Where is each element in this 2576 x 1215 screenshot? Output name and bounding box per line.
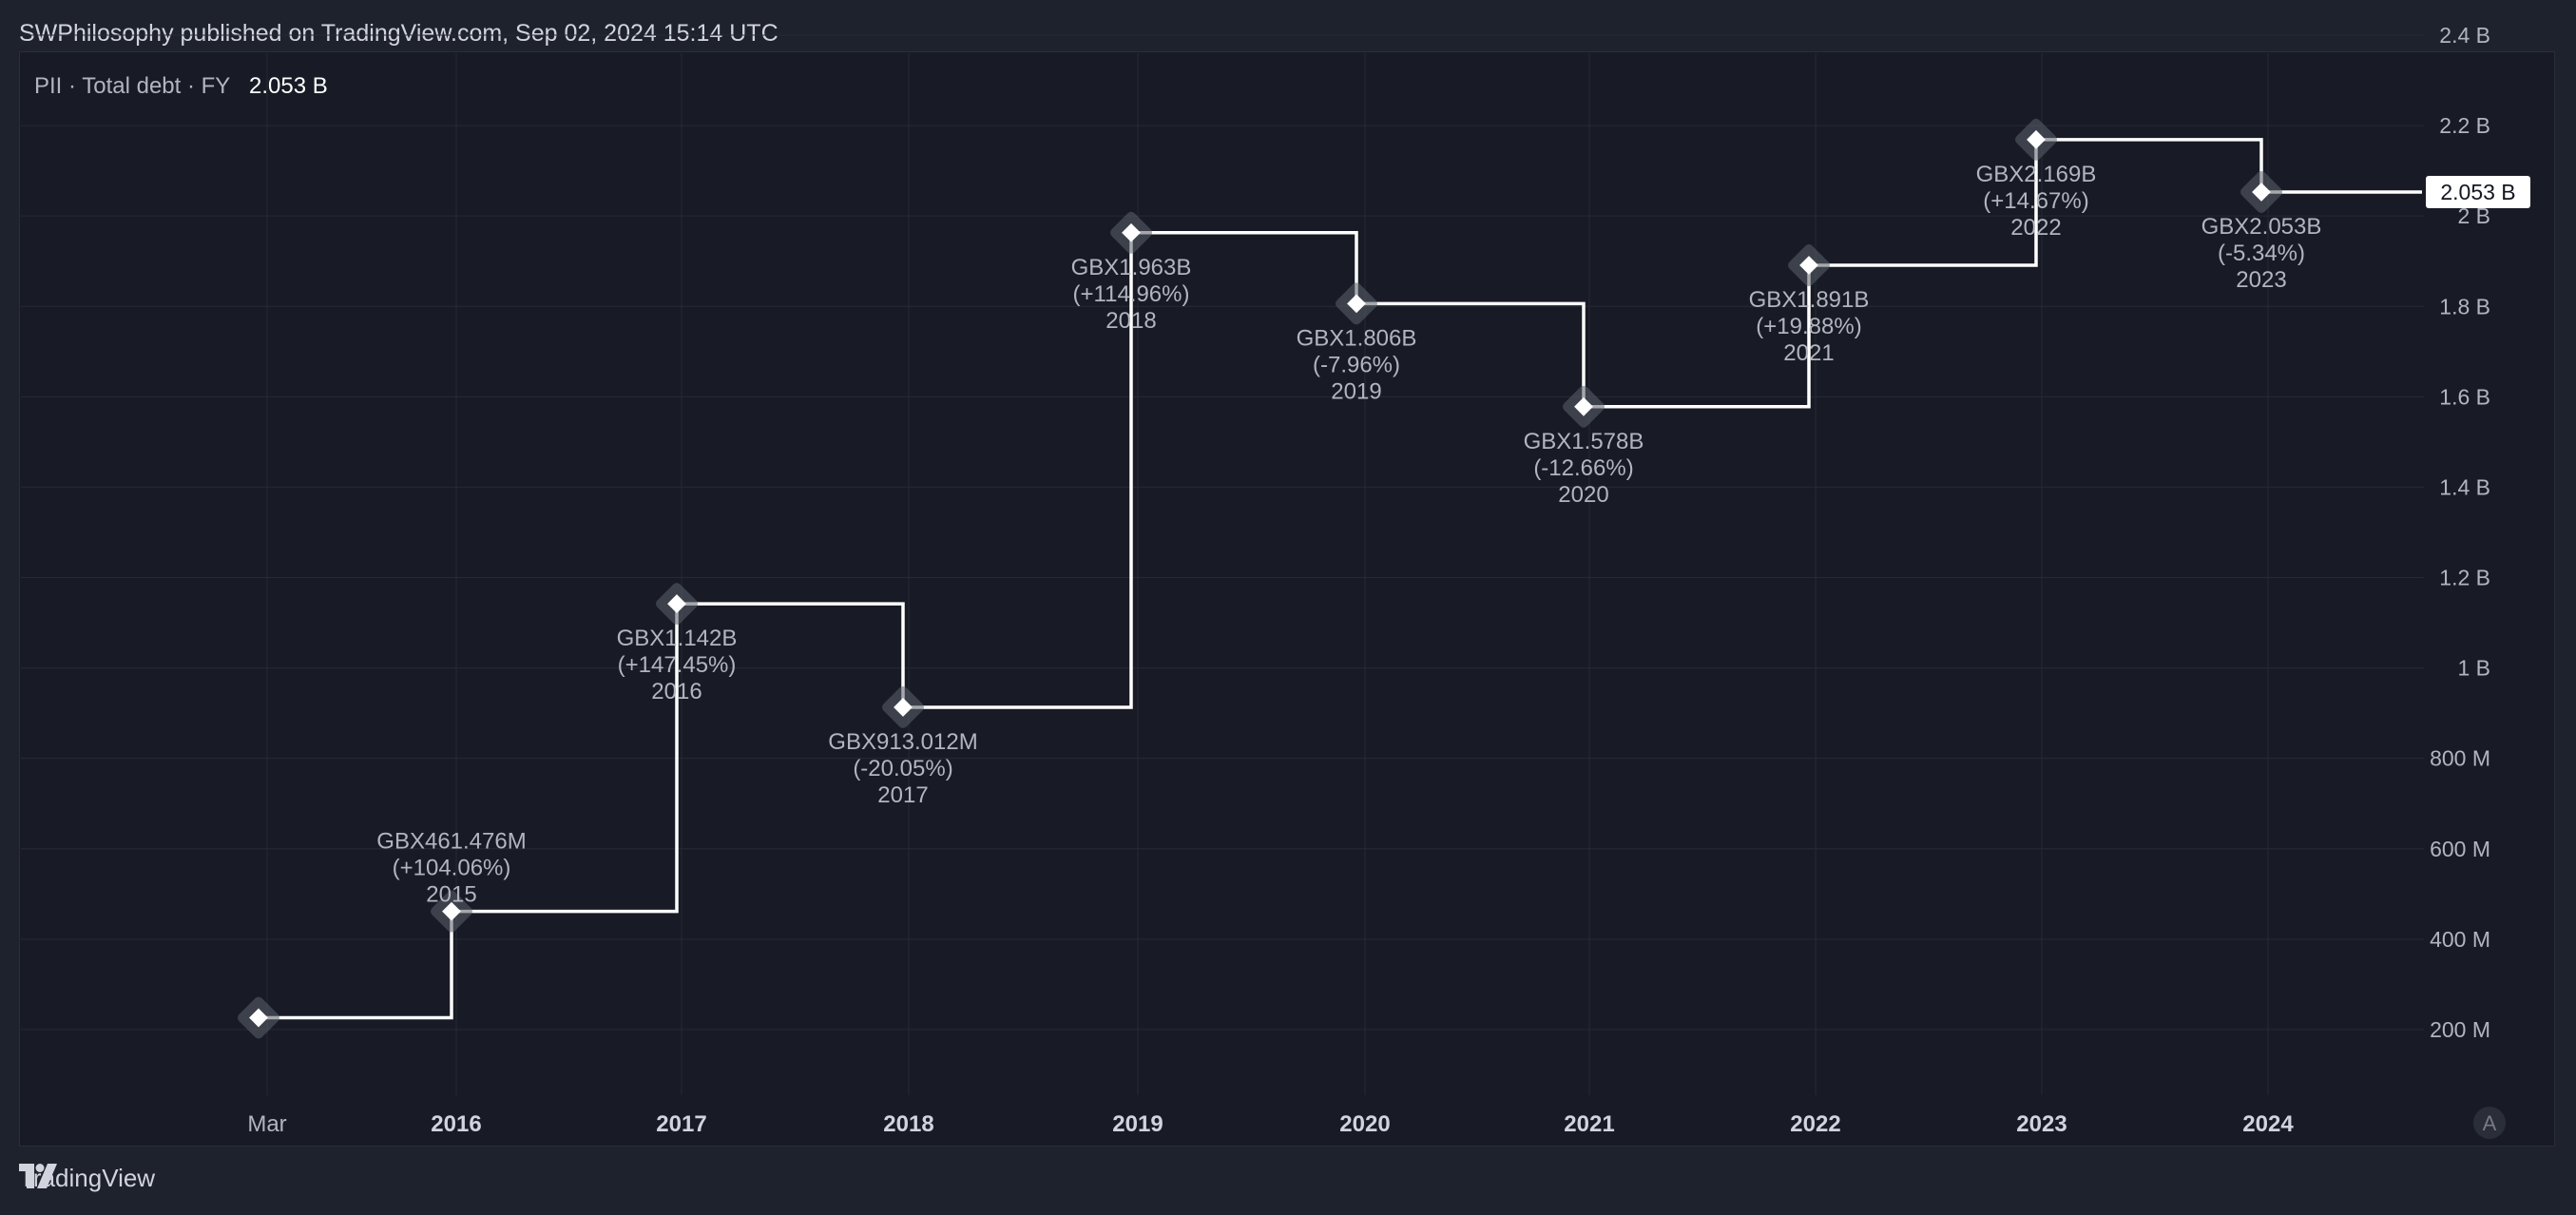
data-label: 2023: [2236, 267, 2286, 293]
x-tick-label: 2024: [2242, 1111, 2294, 1137]
auto-scale-label[interactable]: A: [2483, 1111, 2497, 1135]
y-tick-label: 600 M: [2430, 837, 2490, 861]
marker-point: [2252, 183, 2271, 202]
data-label: GBX913.012M: [828, 729, 977, 755]
y-tick-label: 1.2 B: [2439, 566, 2490, 590]
data-label: 2017: [877, 782, 928, 808]
y-tick-label: 1 B: [2457, 656, 2490, 681]
x-tick-label: 2022: [1790, 1111, 1840, 1137]
data-label: 2015: [426, 882, 476, 908]
data-labels: GBX461.476M(+104.06%)2015 GBX1.142B(+147.…: [376, 162, 2321, 908]
data-label: GBX2.053B: [2201, 214, 2322, 240]
data-label: (+147.45%): [618, 652, 737, 678]
marker-point: [442, 901, 461, 921]
data-label: GBX1.142B: [617, 626, 738, 651]
legend-symbol: PII · Total debt · FY: [34, 73, 230, 99]
data-label: GBX1.963B: [1071, 255, 1192, 280]
data-label: 2018: [1105, 308, 1156, 334]
footer-brand[interactable]: TradingView: [19, 1164, 155, 1193]
y-tick-label: 200 M: [2430, 1017, 2490, 1042]
data-label: 2016: [651, 679, 702, 704]
step-line: [259, 138, 2422, 1020]
data-label: (-7.96%): [1313, 352, 1400, 377]
data-label: 2022: [2010, 215, 2061, 241]
y-tick-label: 1.8 B: [2439, 294, 2490, 318]
tradingview-logo-icon: [19, 1164, 57, 1188]
data-label: GBX461.476M: [376, 829, 526, 855]
y-axis: 200 M 400 M 600 M 800 M 1 B 1.2 B 1.4 B 1.6 B 1.…: [2430, 23, 2490, 1042]
x-tick-label: 2019: [1112, 1111, 1163, 1137]
y-tick-label: 400 M: [2430, 927, 2490, 952]
x-tick-label: 2016: [431, 1111, 481, 1137]
data-label: (+114.96%): [1073, 281, 1190, 307]
data-label: (-12.66%): [1533, 455, 1633, 481]
last-value-marker: 2.053 B: [2426, 175, 2530, 208]
marker-point: [1347, 294, 1366, 314]
last-value-label: 2.053 B: [2440, 180, 2515, 204]
y-tick-label: 2.2 B: [2439, 113, 2490, 138]
x-tick-label: 2020: [1339, 1111, 1390, 1137]
marker-point: [1122, 222, 1141, 242]
x-tick-label: 2023: [2016, 1111, 2067, 1137]
data-label: (+14.67%): [1983, 188, 2088, 214]
data-label: GBX1.891B: [1749, 287, 1870, 313]
x-tick-label: 2017: [656, 1111, 706, 1137]
data-label: GBX2.169B: [1976, 162, 2097, 187]
y-tick-label: 800 M: [2430, 746, 2490, 771]
auto-scale-button[interactable]: A: [2473, 1107, 2506, 1139]
legend: PII · Total debt · FY 2.053 B: [34, 73, 328, 99]
x-tick-label: Mar: [247, 1111, 286, 1137]
x-tick-label: 2018: [883, 1111, 933, 1137]
y-tick-label: 2.4 B: [2439, 23, 2490, 48]
marker-point: [1574, 396, 1593, 416]
marker-point: [249, 1008, 268, 1028]
x-tick-label: 2021: [1564, 1111, 1614, 1137]
data-label: 2019: [1331, 378, 1381, 404]
data-label: (-20.05%): [853, 756, 952, 781]
data-markers: [238, 118, 2282, 1039]
data-label: (+19.88%): [1756, 314, 1861, 339]
y-tick-label: 1.4 B: [2439, 474, 2490, 499]
series-total-debt: [259, 138, 2422, 1020]
legend-value: 2.053 B: [249, 73, 328, 99]
marker-point: [667, 594, 686, 613]
publish-info: SWPhilosophy published on TradingView.co…: [19, 20, 779, 47]
data-label: 2020: [1558, 482, 1608, 508]
marker-point: [2027, 129, 2046, 149]
data-label: 2021: [1783, 340, 1834, 366]
data-label: (+104.06%): [393, 856, 511, 881]
marker-point: [894, 698, 913, 717]
data-label: (-5.34%): [2218, 241, 2305, 266]
last-value-box: [2426, 175, 2530, 208]
data-label: GBX1.578B: [1524, 429, 1644, 454]
marker-point: [1799, 256, 1818, 275]
data-label: GBX1.806B: [1297, 325, 1417, 351]
x-axis: Mar 2016 2017 2018 2019 2020 2021 2022 2023 2024: [247, 1111, 2294, 1137]
grid-lines: [21, 34, 2424, 1095]
y-tick-label: 1.6 B: [2439, 384, 2490, 409]
